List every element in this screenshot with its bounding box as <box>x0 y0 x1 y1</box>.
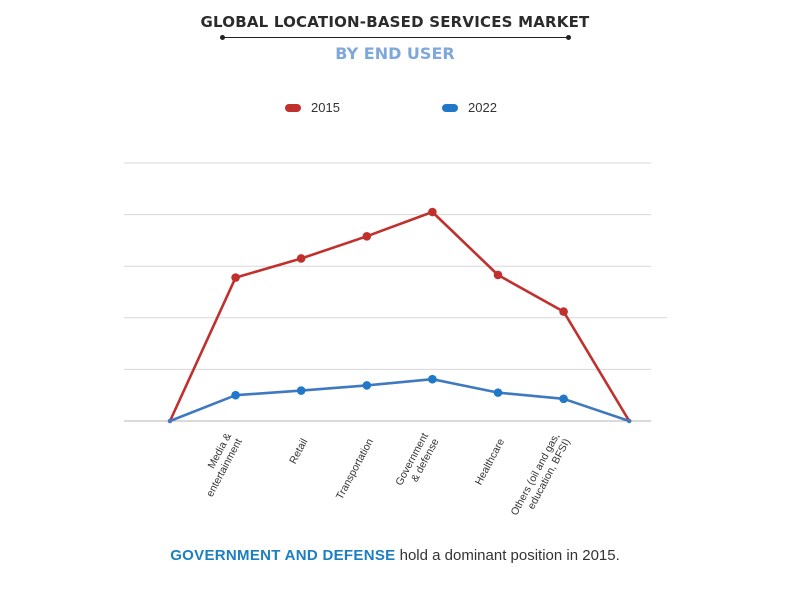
data-point-2022 <box>231 390 240 400</box>
legend-label-2022: 2022 <box>468 100 497 115</box>
legend-swatch-2015 <box>285 103 301 112</box>
data-point-2022 <box>428 374 437 384</box>
series-line-2015 <box>168 210 631 423</box>
data-point-2022 <box>296 386 306 395</box>
caption-text: hold a dominant position in 2015. <box>395 547 620 564</box>
x-tick-label-group: Retail <box>287 437 310 466</box>
data-point-2022 <box>559 394 568 404</box>
data-point-2015 <box>296 254 306 263</box>
legend-label-2015: 2015 <box>311 100 340 115</box>
data-point-2015 <box>493 270 503 280</box>
chart-caption: GOVERNMENT AND DEFENSE hold a dominant p… <box>0 547 790 564</box>
x-tick-label-group: Transportation <box>334 437 376 502</box>
x-tick-label: Transportation <box>334 437 376 502</box>
x-tick-label-group: Others (oil and gas,education, BFSI) <box>509 431 573 518</box>
title-divider-left-dot <box>220 35 225 40</box>
data-point-2015 <box>428 207 437 217</box>
title-divider-right-dot <box>566 35 571 40</box>
x-tick-label-group: Government& defense <box>393 431 441 488</box>
chart-subtitle: BY END USER <box>335 44 455 63</box>
series-line-2022 <box>168 377 631 423</box>
chart-title: GLOBAL LOCATION-BASED SERVICES MARKET <box>200 13 590 31</box>
data-point-2015 <box>231 273 240 282</box>
data-point-2022 <box>167 418 173 424</box>
x-tick-label: Retail <box>287 437 310 466</box>
x-tick-label: Healthcare <box>473 437 508 488</box>
legend-item-2022[interactable]: 2022 <box>442 100 497 115</box>
data-point-2015 <box>362 231 372 241</box>
data-point-2022 <box>493 388 503 397</box>
x-tick-label-group: Media &entertainment <box>204 431 245 499</box>
legend-swatch-2022 <box>442 103 458 112</box>
data-point-2015 <box>559 307 568 316</box>
title-divider <box>222 37 568 38</box>
caption-highlight: GOVERNMENT AND DEFENSE <box>170 547 396 564</box>
x-tick-label-group: Healthcare <box>473 437 508 488</box>
legend-item-2015[interactable]: 2015 <box>285 100 340 115</box>
data-point-2022 <box>627 418 632 424</box>
data-point-2022 <box>362 381 372 390</box>
